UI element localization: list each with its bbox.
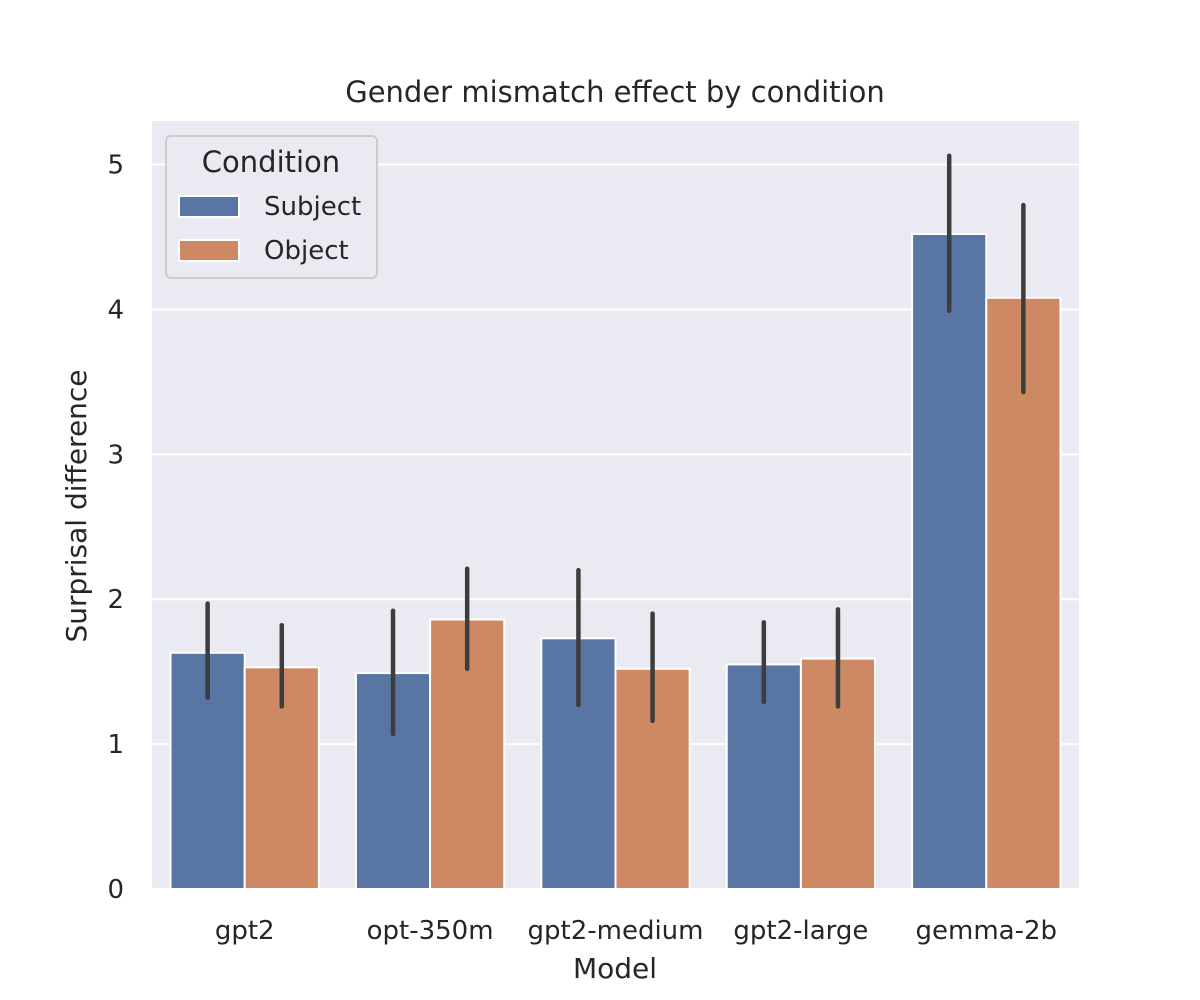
y-tick-label: 1	[107, 730, 124, 760]
error-bars	[205, 153, 1026, 737]
x-tick-label: gpt2	[215, 916, 275, 946]
x-tick-label: gpt2-medium	[528, 916, 704, 946]
chart-title: Gender mismatch effect by condition	[345, 75, 885, 109]
legend-entries: Subject Object	[178, 192, 361, 266]
y-axis-label: Surprisal difference	[60, 369, 93, 642]
legend-swatch-subject	[178, 195, 240, 218]
legend-label-subject: Subject	[264, 192, 361, 222]
y-tick-label: 3	[107, 440, 124, 470]
y-tick-label: 0	[107, 875, 124, 905]
legend-swatch-object	[178, 239, 240, 262]
legend-label-object: Object	[264, 236, 349, 266]
legend: Condition Subject Object	[165, 135, 378, 279]
x-tick-labels: gpt2 opt-350m gpt2-medium gpt2-large gemma-2…	[215, 916, 1057, 946]
y-tick-label: 5	[107, 150, 124, 180]
legend-title: Condition	[202, 145, 340, 179]
bar-object-gemma-2b	[985, 296, 1062, 890]
x-tick-label: opt-350m	[367, 916, 494, 946]
x-tick-label: gpt2-large	[733, 916, 868, 946]
x-tick-label: gemma-2b	[916, 916, 1058, 946]
y-tick-label: 2	[107, 585, 124, 615]
x-axis-label: Model	[573, 952, 657, 985]
y-tick-label: 4	[107, 295, 124, 325]
bars	[169, 233, 1062, 891]
y-tick-labels: 0 1 2 3 4 5	[107, 150, 124, 905]
bar-subject-gemma-2b	[911, 233, 988, 890]
